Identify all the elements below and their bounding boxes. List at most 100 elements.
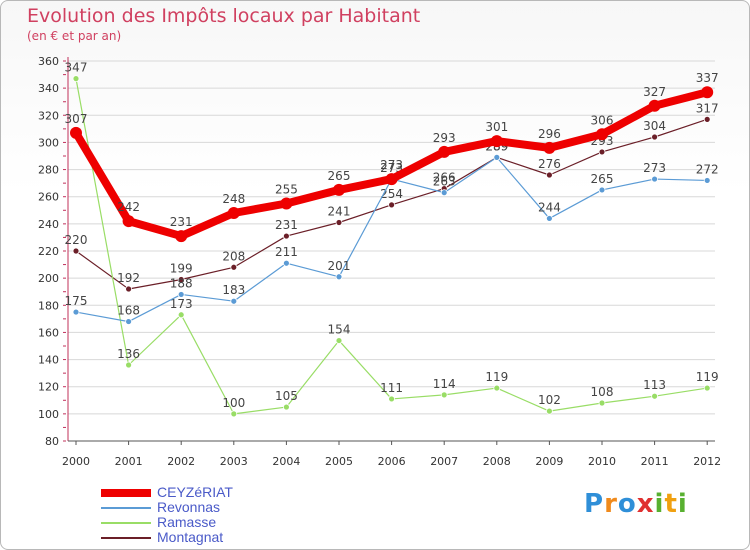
x-tick-label: 2007 xyxy=(430,455,458,468)
data-point xyxy=(651,392,658,400)
data-point xyxy=(703,384,711,392)
data-label: 168 xyxy=(117,304,140,318)
data-label: 183 xyxy=(222,283,245,297)
x-tick-label: 2003 xyxy=(220,455,248,468)
data-point xyxy=(385,173,398,186)
data-point xyxy=(282,259,290,267)
y-tick-label: 140 xyxy=(38,354,59,367)
x-tick-label: 2006 xyxy=(378,455,406,468)
data-point xyxy=(546,215,553,222)
data-label: 248 xyxy=(222,192,245,206)
legend-label: Montagnat xyxy=(157,529,224,545)
data-point xyxy=(230,263,238,271)
data-label: 296 xyxy=(538,127,561,141)
data-point xyxy=(282,403,290,411)
data-label: 111 xyxy=(380,381,403,395)
logo-letter: x xyxy=(636,489,655,519)
data-label: 192 xyxy=(117,271,140,285)
data-point xyxy=(703,115,711,123)
data-label: 241 xyxy=(328,205,351,219)
series-revonnas: 175168188183211201273263289244265273272 xyxy=(65,139,719,325)
data-label: 220 xyxy=(65,233,88,247)
data-point xyxy=(543,141,556,154)
data-point xyxy=(335,273,343,281)
x-tick-label: 2004 xyxy=(272,455,300,468)
y-tick-label: 160 xyxy=(38,326,59,339)
data-label: 307 xyxy=(65,112,88,126)
proxiti-logo: Proxiti xyxy=(584,489,688,519)
data-label: 304 xyxy=(643,119,666,133)
x-tick-label: 2002 xyxy=(167,455,195,468)
data-label: 266 xyxy=(433,171,456,185)
data-label: 231 xyxy=(275,218,298,232)
data-label: 188 xyxy=(170,276,193,290)
y-tick-label: 240 xyxy=(38,218,59,231)
logo-letter: t xyxy=(664,489,678,519)
y-tick-label: 320 xyxy=(38,109,59,122)
data-point xyxy=(125,361,132,369)
data-point xyxy=(596,128,608,141)
data-label: 347 xyxy=(65,61,88,75)
data-label: 272 xyxy=(696,162,719,176)
y-tick-label: 360 xyxy=(38,55,59,68)
data-label: 208 xyxy=(222,249,245,263)
data-label: 244 xyxy=(538,200,561,214)
data-point xyxy=(227,207,240,219)
data-point xyxy=(175,230,188,243)
data-point xyxy=(230,297,238,305)
y-tick-label: 200 xyxy=(38,272,59,285)
data-point xyxy=(546,407,553,415)
data-point xyxy=(72,308,80,316)
data-point xyxy=(388,201,396,209)
data-point xyxy=(70,126,82,139)
data-point xyxy=(72,75,80,83)
x-tick-label: 2009 xyxy=(535,455,563,468)
legend-label: Ramasse xyxy=(157,514,217,530)
chart-subtitle: (en € et par an) xyxy=(27,29,122,43)
data-point xyxy=(438,145,451,158)
data-label: 119 xyxy=(485,370,508,384)
data-label: 337 xyxy=(696,71,719,85)
data-label: 105 xyxy=(275,389,298,403)
data-label: 231 xyxy=(170,215,193,229)
legend-swatch xyxy=(101,507,151,509)
data-point xyxy=(546,171,553,179)
data-label: 108 xyxy=(591,385,614,399)
y-tick-label: 80 xyxy=(45,435,59,448)
y-tick-label: 300 xyxy=(38,136,59,149)
y-tick-label: 280 xyxy=(38,164,59,177)
data-point xyxy=(280,197,293,210)
data-label: 265 xyxy=(328,169,351,183)
x-tick-label: 2001 xyxy=(115,455,143,468)
x-tick-label: 2012 xyxy=(693,455,721,468)
data-point xyxy=(125,285,132,293)
legend-label: CEYZéRIAT xyxy=(157,484,233,500)
chart-title: Evolution des Impôts locaux par Habitant xyxy=(27,5,421,27)
data-point xyxy=(177,311,185,319)
data-label: 201 xyxy=(328,259,351,273)
data-label: 263 xyxy=(433,175,456,189)
data-label: 306 xyxy=(591,113,614,127)
logo-letter: P xyxy=(584,489,605,519)
logo-letter: i xyxy=(677,489,688,519)
data-point xyxy=(177,291,185,298)
data-point xyxy=(493,384,501,392)
data-label: 175 xyxy=(65,294,88,308)
data-label: 317 xyxy=(696,101,719,115)
data-label: 276 xyxy=(538,157,561,171)
data-label: 242 xyxy=(117,200,140,214)
data-point xyxy=(335,219,343,226)
data-label: 113 xyxy=(643,378,666,392)
data-point xyxy=(598,186,606,194)
data-label: 199 xyxy=(170,262,193,276)
y-tick-label: 340 xyxy=(38,82,59,95)
data-label: 327 xyxy=(643,85,666,99)
data-point xyxy=(282,232,290,240)
data-label: 102 xyxy=(538,393,561,407)
y-tick-label: 220 xyxy=(38,245,59,258)
x-tick-label: 2005 xyxy=(325,455,353,468)
legend-swatch xyxy=(101,522,151,524)
data-point xyxy=(388,395,396,403)
data-point xyxy=(122,215,135,228)
